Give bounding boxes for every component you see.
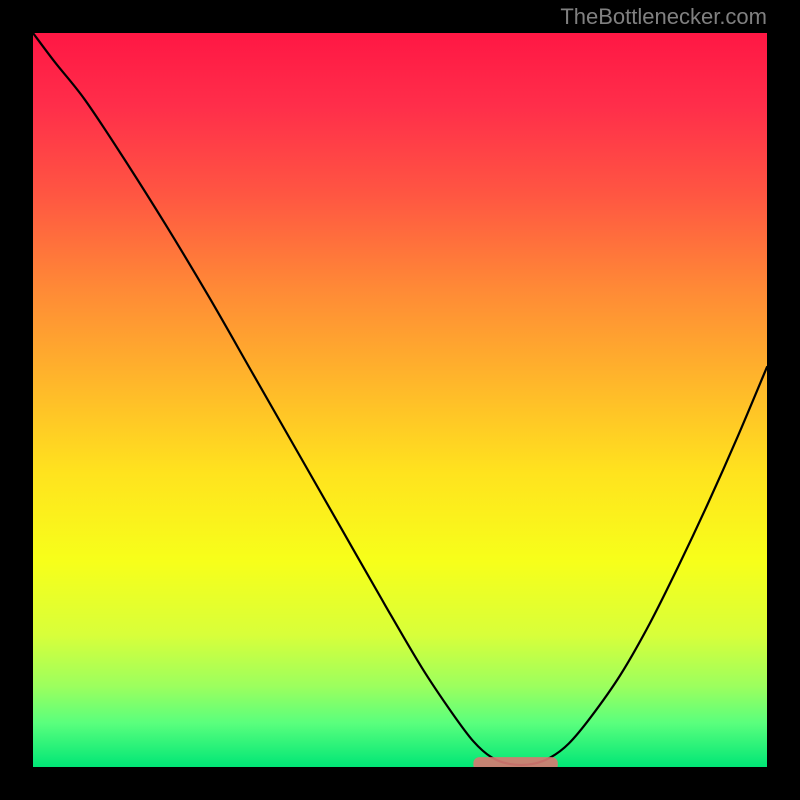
optimal-range-marker xyxy=(473,757,557,767)
plot-svg xyxy=(33,33,767,767)
watermark-text: TheBottlenecker.com xyxy=(560,4,767,30)
gradient-background xyxy=(33,33,767,767)
plot-area xyxy=(33,33,767,767)
